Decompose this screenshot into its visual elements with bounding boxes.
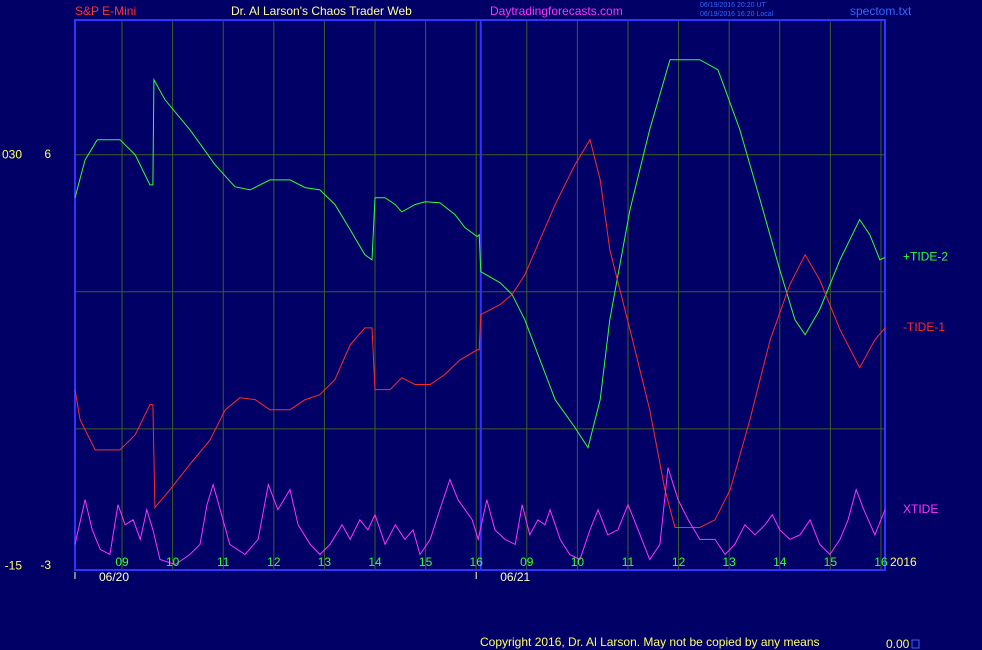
site: Daytradingforecasts.com [490, 4, 623, 18]
x-tick-label: 13 [722, 555, 736, 569]
counter: 0.00 [886, 637, 910, 650]
time-local: 06/19/2016 16:20 Local [700, 11, 774, 18]
symbol: S&P E-Mini [75, 4, 136, 18]
x-tick-label: 11 [217, 555, 230, 569]
marks [74, 59, 886, 566]
grid [75, 20, 885, 570]
file-name: spectom.txt [850, 4, 912, 18]
series-line [74, 59, 886, 449]
y2-tick-label: -15 [5, 559, 23, 573]
x-tick-label: 14 [773, 555, 787, 569]
series-line [74, 138, 886, 528]
x-tick-label: 15 [824, 555, 838, 569]
icon [911, 639, 920, 649]
date-label: 06/20 [99, 570, 129, 584]
x-tick-label: 16 [874, 555, 888, 569]
series-label: +TIDE-2 [903, 250, 948, 264]
plot-frame [74, 19, 886, 571]
x-tick-label: 09 [115, 555, 129, 569]
x-tick-label: 16 [470, 555, 484, 569]
year-label: 2016 [890, 555, 917, 569]
title: Dr. Al Larson's Chaos Trader Web [231, 4, 412, 18]
x-tick-label: 09 [520, 555, 534, 569]
date-label: 06/21 [500, 570, 530, 584]
x-tick-label: 10 [166, 555, 180, 569]
x-tick-label: 12 [267, 555, 281, 569]
x-tick-label: 10 [571, 555, 585, 569]
y-tick-label: 6 [44, 147, 51, 161]
series-line [74, 467, 886, 566]
x-tick-label: 15 [419, 555, 433, 569]
x-tick-label: 11 [622, 555, 635, 569]
y-tick-label: -3 [40, 558, 51, 572]
series-label: XTIDE [903, 502, 938, 516]
copyright: Copyright 2016, Dr. Al Larson. May not b… [480, 635, 820, 649]
x-tick-label: 14 [368, 555, 382, 569]
time-ut: 06/19/2016 20:20 UT [700, 2, 766, 9]
series-label: -TIDE-1 [903, 320, 945, 334]
x-tick-label: 12 [672, 555, 686, 569]
x-tick-label: 13 [318, 555, 332, 569]
y2-tick-label: 030 [2, 147, 22, 161]
